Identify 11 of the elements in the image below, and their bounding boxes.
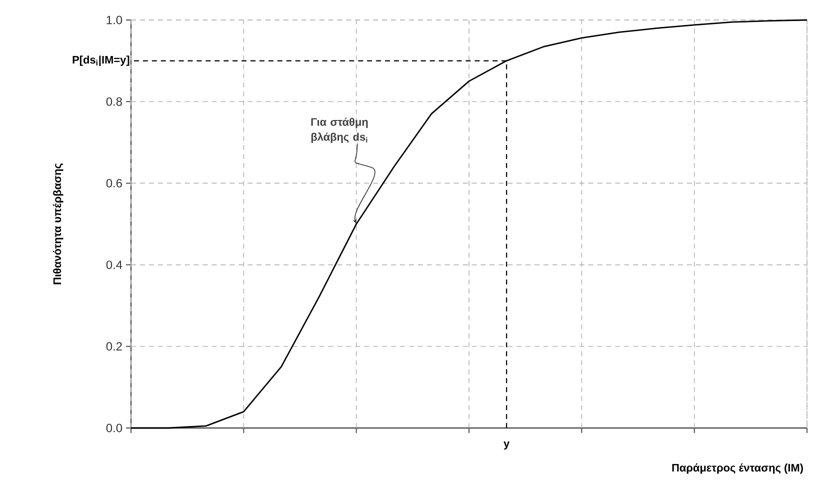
- y-tick-label: 0.6: [106, 178, 122, 188]
- ref-line-label: P[ds$_{i}$|IM=y]: [72, 56, 130, 66]
- annotation: Για στάθμη βλάβης ds$_{i}$: [311, 118, 368, 143]
- x-axis-title: Παράμετρος έντασης (IM): [672, 463, 803, 474]
- y-tick-label: 0.4: [106, 260, 122, 270]
- y-tick-label: 0.8: [106, 97, 122, 106]
- text: y: [504, 441, 510, 450]
- y-tick-label: 0.0: [106, 424, 122, 432]
- y-tick-label: 1.0: [106, 16, 122, 24]
- y-axis-title: Πιθανότητα υπέρβασης: [52, 163, 64, 284]
- y-tick-label: 0.2: [106, 342, 122, 351]
